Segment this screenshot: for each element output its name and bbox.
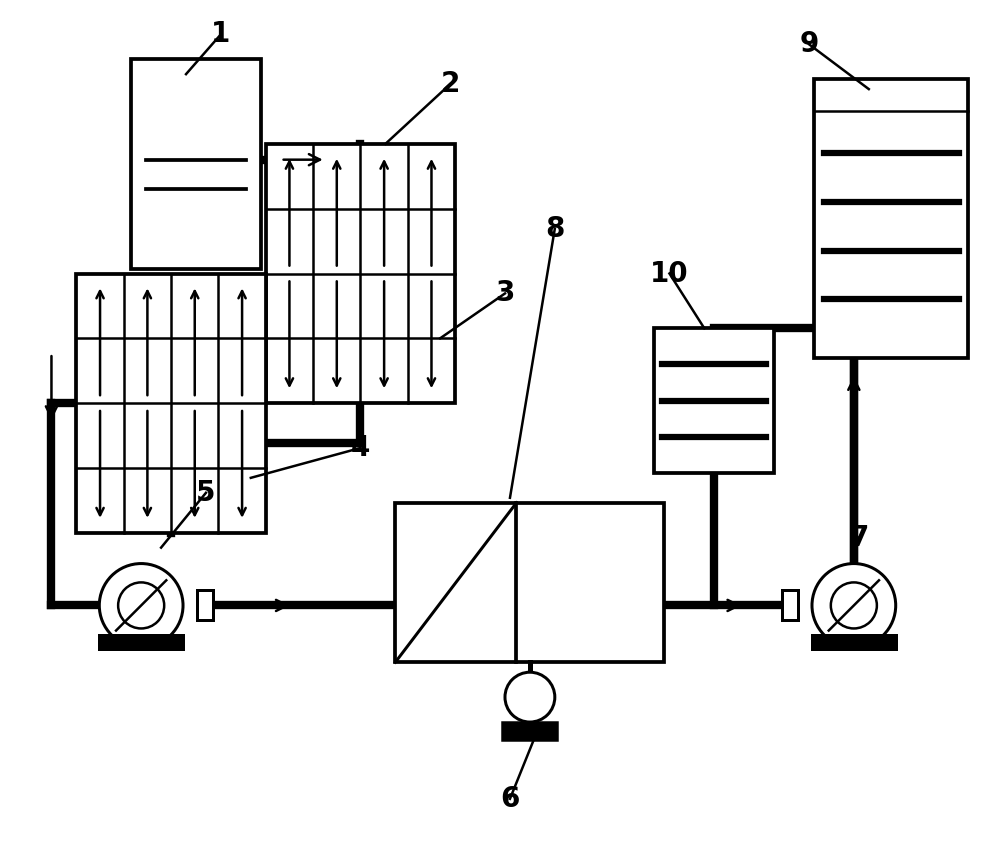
Bar: [654, 329, 774, 473]
Circle shape: [812, 564, 896, 647]
Circle shape: [118, 583, 164, 628]
Text: 6: 6: [500, 785, 520, 813]
Bar: [266, 144, 455, 403]
Bar: [197, 590, 213, 620]
Bar: [76, 274, 266, 533]
Text: 3: 3: [495, 280, 515, 307]
Circle shape: [99, 564, 183, 647]
Text: 5: 5: [196, 479, 216, 507]
Text: 1: 1: [211, 21, 231, 48]
Bar: [814, 79, 968, 359]
Bar: [502, 722, 557, 740]
Bar: [812, 635, 896, 649]
Text: 9: 9: [799, 30, 819, 58]
Text: 4: 4: [351, 434, 370, 462]
Bar: [782, 590, 798, 620]
Circle shape: [831, 583, 877, 628]
Circle shape: [505, 672, 555, 722]
Text: 10: 10: [650, 259, 689, 287]
Text: 8: 8: [545, 214, 565, 243]
Text: 7: 7: [849, 523, 869, 552]
Bar: [131, 59, 261, 269]
Bar: [99, 635, 183, 649]
Text: 2: 2: [440, 70, 460, 98]
Bar: [395, 503, 664, 662]
